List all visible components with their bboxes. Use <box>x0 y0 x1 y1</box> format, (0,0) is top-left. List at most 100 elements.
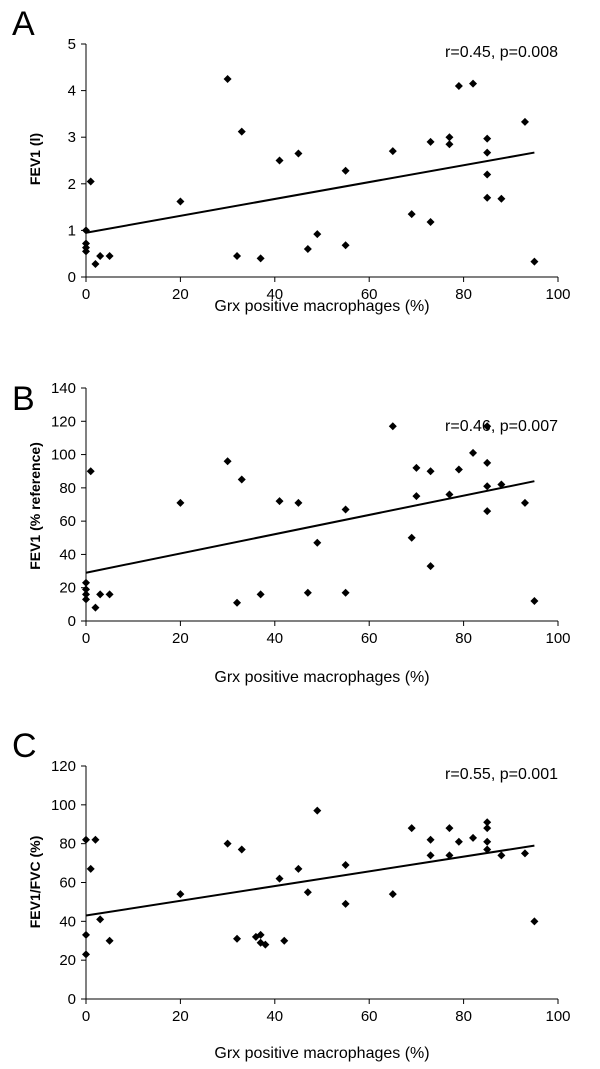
panel-b-data-point <box>105 590 114 599</box>
panel-b-trendline <box>85 480 535 574</box>
panel-b-data-point <box>223 457 232 466</box>
panel-a-data-point <box>176 197 185 206</box>
panel-a-data-point <box>223 74 232 83</box>
panel-a-data-point <box>520 117 529 126</box>
panel-b-data-point <box>341 505 350 514</box>
panel-a-x-tick-label: 20 <box>172 286 189 303</box>
panel-c-data-point <box>237 845 246 854</box>
panel-b-x-tick-label: 20 <box>172 630 189 647</box>
panel-c-data-point <box>407 824 416 833</box>
panel-a-data-point <box>530 257 539 266</box>
panel-a-data-point <box>426 137 435 146</box>
panel-c-y-tick-label: 60 <box>59 875 76 892</box>
panel-c-data-point <box>86 864 95 873</box>
panel-c-data-point <box>483 824 492 833</box>
panel-b-data-point <box>303 588 312 597</box>
panel-a-data-point <box>483 148 492 157</box>
panel-a-data-point <box>233 252 242 261</box>
panel-c-x-tick-label: 40 <box>266 1008 283 1025</box>
panel-b-data-point <box>176 498 185 507</box>
panel-b-data-point <box>445 490 454 499</box>
panel-c-data-point <box>313 806 322 815</box>
panel-a-y-tick-label: 4 <box>68 83 76 100</box>
panel-b-x-tick-label: 40 <box>266 630 283 647</box>
panel-b-y-tick-label: 140 <box>51 380 76 397</box>
panel-c-y-tick-label: 120 <box>51 758 76 775</box>
panel-a-annotation: r=0.45, p=0.008 <box>445 44 558 61</box>
panel-c-x-tick-label: 20 <box>172 1008 189 1025</box>
panel-b-data-point <box>530 597 539 606</box>
panel-c-data-point <box>426 835 435 844</box>
panel-a-data-point <box>341 241 350 250</box>
panel-c-x-tick-label: 60 <box>361 1008 378 1025</box>
panel-c-x-axis-label: Grx positive macrophages (%) <box>214 1045 429 1062</box>
panel-c-data-point <box>341 861 350 870</box>
panel-c-y-tick-label: 0 <box>68 991 76 1008</box>
panel-a-x-axis-label: Grx positive macrophages (%) <box>214 298 429 315</box>
panel-b-data-point <box>82 585 90 594</box>
panel-b-data-point <box>483 507 492 516</box>
panel-c-y-tick-label: 20 <box>59 952 76 969</box>
panel-a-data-point <box>483 170 492 179</box>
panel-b-x-axis-label: Grx positive macrophages (%) <box>214 669 429 686</box>
panel-a: A r=0.45, p=0.008 FEV1 (l) Grx positive … <box>12 5 571 315</box>
panel-a-data-point <box>82 226 90 235</box>
panel-b-data-point <box>96 590 105 599</box>
panel-b-data-point <box>469 448 478 457</box>
panel-b-data-point <box>341 588 350 597</box>
panel-c-plot-area: 0 20 40 60 80 100 120 0 20 40 60 80 100 <box>51 758 571 1025</box>
panel-c-data-point <box>388 890 397 899</box>
panel-a-plot-area: 0 1 2 3 4 5 0 20 40 60 80 100 <box>68 36 571 303</box>
panel-a-data-point <box>105 252 114 261</box>
panel-a-x-tick-label: 100 <box>545 286 570 303</box>
panel-c-data-point <box>341 899 350 908</box>
panel-b-data-point <box>275 497 284 506</box>
panel-b-y-tick-label: 40 <box>59 546 76 563</box>
panel-c-data-point <box>303 888 312 897</box>
panel-a-data-point <box>96 252 105 261</box>
panel-b-data-point <box>256 590 265 599</box>
panel-b-y-tick-label: 120 <box>51 413 76 430</box>
panel-b-y-tick-label: 80 <box>59 480 76 497</box>
panel-a-y-axis-label: FEV1 (l) <box>27 133 43 185</box>
panel-c-data-point <box>483 818 492 827</box>
panel-c-data-point <box>105 936 114 945</box>
panel-a-data-point <box>341 166 350 175</box>
panel-b-data-point <box>86 467 95 476</box>
panel-b-annotation: r=0.46, p=0.007 <box>445 418 558 435</box>
panel-c-data-point <box>251 932 260 941</box>
panel-a-y-tick-label: 0 <box>68 269 76 286</box>
panel-a-y-tick-label: 1 <box>68 222 76 239</box>
panel-a-data-point <box>483 134 492 143</box>
panel-b-y-tick-label: 60 <box>59 513 76 530</box>
panel-a-data-point <box>454 81 463 90</box>
panel-c-data-point <box>223 839 232 848</box>
panel-a-y-tick-label: 5 <box>68 36 76 53</box>
panel-c-trendline <box>85 844 535 917</box>
panel-c-data-point <box>445 824 454 833</box>
panel-a-data-point <box>497 194 506 203</box>
panel-c: C r=0.55, p=0.001 FEV1/FVC (%) Grx posit… <box>12 727 571 1062</box>
panel-c-data-point <box>445 851 454 860</box>
panel-b-data-point <box>407 533 416 542</box>
panel-c-data-point <box>294 864 303 873</box>
panel-a-data-point <box>303 245 312 254</box>
panel-a-y-tick-label: 2 <box>68 176 76 193</box>
panel-b: B r=0.46, p=0.007 FEV1 (% reference) Grx… <box>12 380 571 686</box>
panel-c-data-point <box>96 915 105 924</box>
panel-a-data-point <box>313 230 322 239</box>
panel-c-y-tick-label: 40 <box>59 913 76 930</box>
panel-a-data-point <box>82 247 90 256</box>
panel-b-data-point <box>483 458 492 467</box>
panel-c-data-point <box>82 930 90 939</box>
panel-b-data-point <box>313 538 322 547</box>
panel-c-data-point <box>233 934 242 943</box>
panel-c-data-point <box>261 940 270 949</box>
panel-a-x-tick-label: 60 <box>361 286 378 303</box>
panel-c-data-point <box>469 833 478 842</box>
panel-b-x-tick-label: 0 <box>82 630 90 647</box>
panel-a-x-tick-label: 0 <box>82 286 90 303</box>
panel-c-y-tick-label: 100 <box>51 797 76 814</box>
panel-a-x-tick-label: 40 <box>266 286 283 303</box>
panel-b-data-point <box>520 498 529 507</box>
